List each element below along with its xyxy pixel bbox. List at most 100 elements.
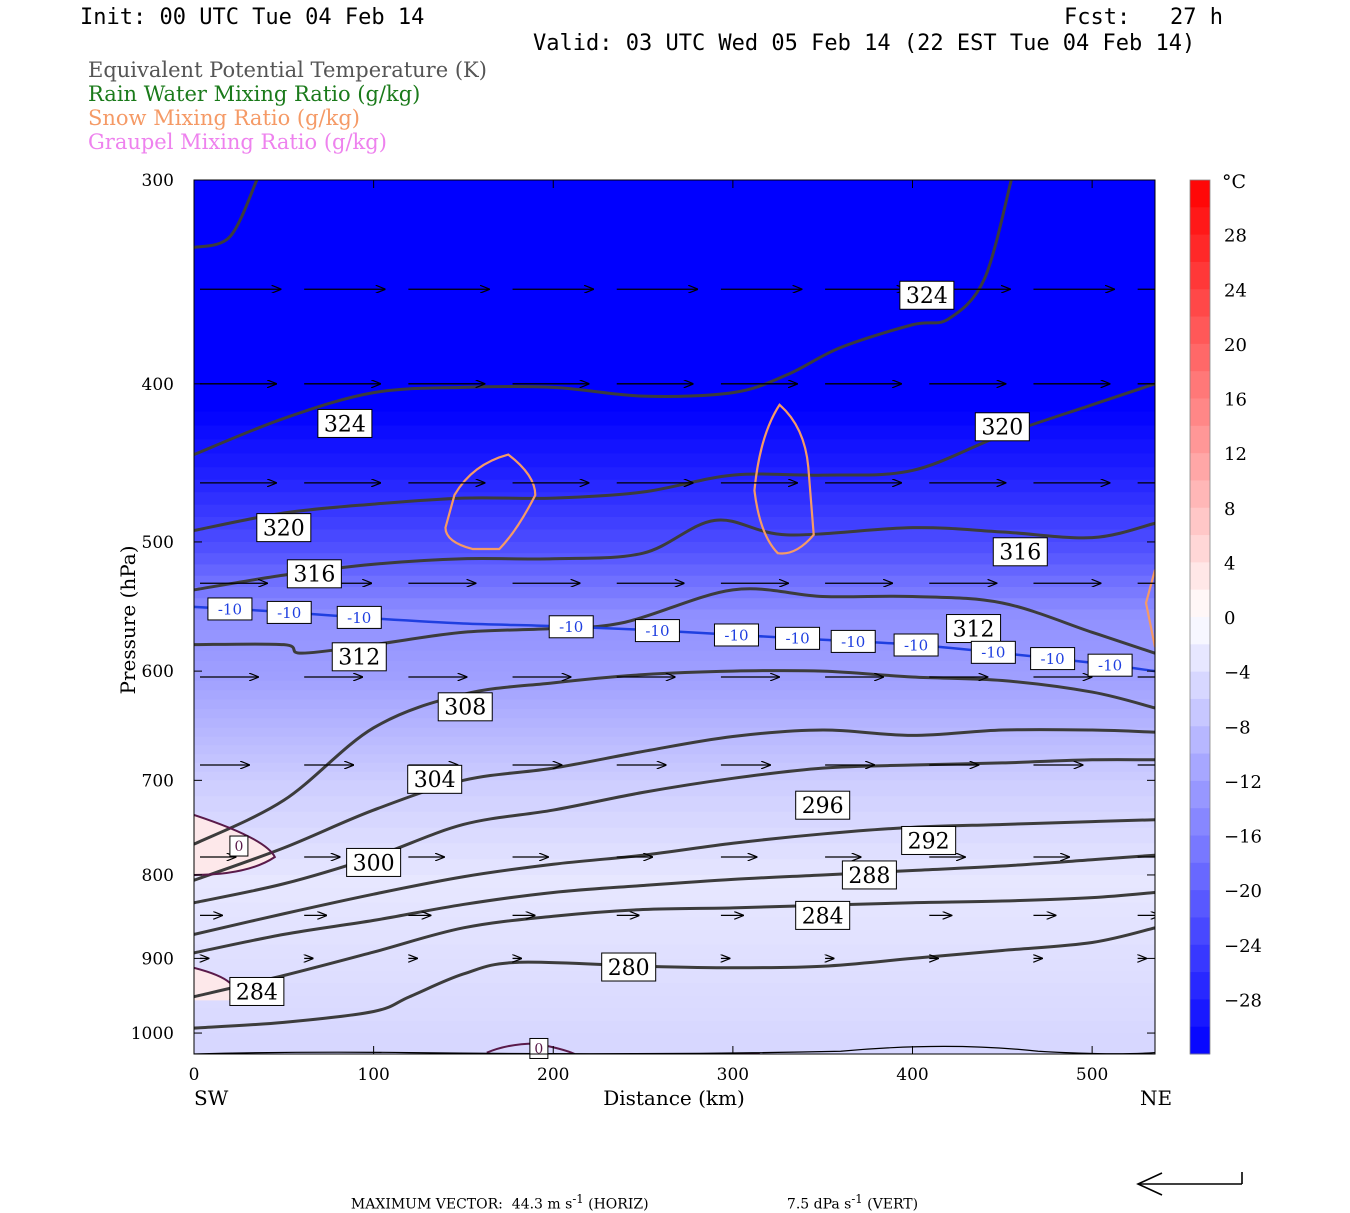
temperature-band (194, 598, 1155, 611)
forecast-hour: Fcst: 27 h (1064, 5, 1223, 30)
colorbar-tick-label: −8 (1224, 717, 1251, 738)
x-tick-label: 0 (189, 1065, 200, 1085)
temperature-band (194, 467, 1155, 481)
colorbar-swatch (1190, 862, 1210, 891)
x-left-end-label: SW (194, 1086, 229, 1110)
isotherm-label-text: -10 (277, 604, 301, 622)
theta-e-label: 316 (286, 559, 342, 589)
temperature-band (194, 492, 1155, 506)
temperature-band (194, 180, 1155, 215)
isotherm-label-box (1087, 653, 1133, 677)
colorbar-tick-label: 12 (1224, 444, 1247, 465)
temperature-band (194, 930, 1155, 946)
theta-e-label: 304 (407, 764, 463, 794)
theta-e-contour (194, 728, 1155, 882)
theta-e-label-box (901, 825, 957, 855)
temperature-band (194, 281, 1155, 317)
colorbar-swatch (1190, 453, 1210, 481)
isotherm-label-text: -10 (724, 626, 748, 644)
colorbar-tick-label: −28 (1224, 990, 1262, 1011)
theta-e-label-box (331, 642, 387, 672)
colorbar-tick-label: 28 (1224, 226, 1247, 247)
legend-graupel: Graupel Mixing Ratio (g/kg) (88, 130, 387, 154)
theta-e-label-box (407, 764, 463, 794)
x-tick-label: 300 (717, 1065, 749, 1085)
zero-label-text: 0 (234, 839, 243, 855)
zero-label-box (229, 835, 249, 857)
theta-e-label-box (992, 537, 1048, 567)
colorbar-swatch (1190, 480, 1210, 509)
isotherm-label-text: -10 (645, 622, 669, 640)
x-tick-label: 100 (357, 1065, 389, 1085)
colorbar-tick-label: 8 (1224, 499, 1235, 520)
colorbar-tick-label: −12 (1224, 772, 1262, 793)
theta-e-label-text: 288 (848, 864, 890, 889)
isotherm-label: -10 (548, 615, 594, 639)
colorbar-swatch (1190, 999, 1210, 1028)
theta-e-label-box (795, 790, 851, 820)
isotherm-label-text: -10 (218, 600, 242, 618)
colorbar-tick-label: −4 (1224, 663, 1251, 684)
theta-e-label: 324 (317, 408, 373, 438)
colorbar-swatch (1190, 425, 1210, 454)
theta-e-label-text: 320 (981, 416, 1023, 441)
horiz-exponent: -1 (572, 1192, 584, 1206)
theta-e-label-text: 324 (906, 284, 948, 309)
theta-e-label: 280 (601, 952, 657, 982)
colorbar-swatch (1190, 535, 1210, 563)
colorbar-swatch (1190, 698, 1210, 727)
temperature-band (194, 315, 1155, 351)
zero-label-text: 0 (534, 1042, 543, 1058)
theta-e-label: 316 (992, 537, 1048, 567)
isotherm-label-box (713, 623, 759, 647)
colorbar-swatch (1190, 562, 1210, 591)
temperature-band (194, 902, 1155, 918)
colorbar-tick-label: 0 (1224, 608, 1235, 629)
theta-e-label: 288 (841, 860, 897, 890)
snow-contour (1144, 569, 1155, 648)
isotherm-label-box (830, 629, 876, 653)
temperature-band (194, 762, 1155, 773)
theta-e-label-box (437, 692, 493, 722)
temperature-band (194, 609, 1155, 621)
temperature-band (194, 1033, 1155, 1054)
theta-e-label-box (946, 614, 1002, 644)
isotherm-label: -10 (893, 633, 939, 657)
temperature-band (194, 970, 1155, 985)
temperature-band (194, 983, 1155, 997)
theta-e-label: 300 (346, 847, 402, 877)
legend-snow: Snow Mixing Ratio (g/kg) (88, 106, 360, 130)
isotherm-label: -10 (830, 629, 876, 653)
temperature-band (194, 660, 1155, 673)
temperature-band (194, 453, 1155, 469)
temperature-band (194, 780, 1155, 798)
temperature-band (194, 439, 1155, 455)
temperature-band (194, 708, 1155, 720)
temperature-band (194, 718, 1155, 729)
isotherm-label-box (775, 626, 821, 650)
colorbar-swatch (1190, 972, 1210, 1000)
temperature-band (194, 745, 1155, 756)
theta-e-contour (194, 818, 1155, 936)
colorbar-tick-label: −16 (1224, 827, 1262, 848)
temperature-band (194, 690, 1155, 701)
isotherm-label-text: -10 (347, 609, 371, 627)
theta-e-label-box (229, 976, 285, 1006)
theta-e-contour (194, 518, 1155, 592)
x-tick-label: 200 (537, 1065, 569, 1085)
plot-frame (193, 179, 1156, 1055)
temperature-band (194, 529, 1155, 543)
isotherm-label: -10 (634, 619, 680, 643)
theta-e-label-text: 304 (414, 768, 456, 793)
colorbar-swatch (1190, 289, 1210, 318)
temperature-band (194, 504, 1155, 519)
wind-vectors (200, 289, 1155, 958)
theta-e-label: 320 (974, 412, 1030, 442)
theta-e-label-box (346, 847, 402, 877)
temperature-colorbar: 28 24 20 16 12 8 4 0 −4 −8 −12 −16 −20 −24 −28 (1189, 179, 1262, 1055)
colorbar-swatch (1190, 261, 1210, 290)
colorbar-tick-label: 4 (1224, 553, 1235, 574)
theta-e-label: 308 (437, 692, 493, 722)
theta-e-label-text: 292 (908, 829, 950, 854)
temperature-band (194, 397, 1155, 413)
